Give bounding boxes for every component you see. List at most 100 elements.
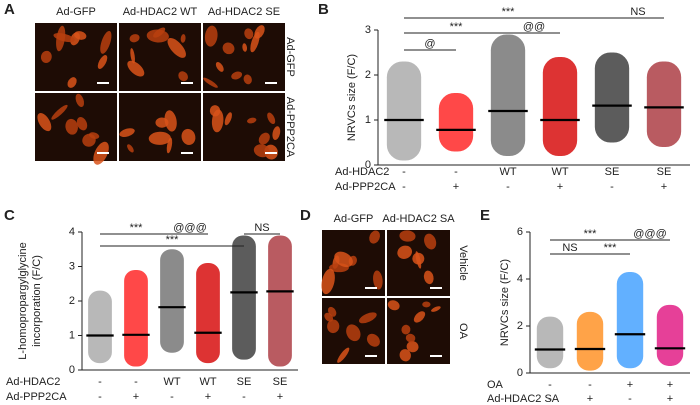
cell: [37, 113, 52, 132]
comparison-label: @@: [523, 21, 545, 33]
row-label: OA: [457, 323, 469, 340]
data-cloud: [656, 304, 684, 366]
cell: [267, 112, 276, 125]
cell: [413, 311, 426, 323]
cell: [82, 133, 96, 147]
panel-label: A: [4, 1, 15, 18]
group-label: -: [548, 379, 552, 391]
group-label: WT: [499, 166, 516, 178]
cell: [334, 251, 353, 268]
cell: [148, 131, 171, 145]
cell: [401, 324, 411, 335]
group-label: SE: [605, 166, 620, 178]
cell: [424, 233, 437, 250]
comparison-label: ***: [130, 222, 144, 234]
data-cloud: [646, 61, 682, 147]
group-label: -: [454, 166, 458, 178]
y-tick-label: 4: [69, 226, 75, 238]
cell: [130, 48, 135, 64]
data-cloud: [196, 263, 220, 364]
y-tick-label: 2: [517, 320, 523, 332]
cell: [97, 55, 108, 69]
y-tick-label: 3: [365, 24, 371, 36]
panel-label: C: [4, 207, 15, 224]
y-tick-label: 3: [69, 260, 75, 272]
cell: [153, 27, 166, 38]
row-label: Vehicle: [457, 245, 469, 280]
cell: [415, 251, 422, 269]
data-cloud: [542, 57, 578, 156]
comparison-label: ***: [502, 6, 516, 18]
group-label: -: [134, 376, 138, 388]
cell: [346, 324, 361, 342]
group-label: +: [667, 393, 673, 405]
comparison-label: ***: [166, 234, 180, 246]
cell: [272, 126, 281, 141]
comparison-label: ***: [450, 21, 464, 33]
group-label: -: [548, 393, 552, 405]
row-label: OA: [487, 379, 504, 391]
comparison-label: ***: [584, 228, 598, 240]
cell: [244, 28, 254, 40]
cell: [399, 230, 416, 242]
group-label: +: [133, 391, 139, 403]
y-tick-label: 0: [517, 367, 523, 379]
group-label: +: [587, 393, 593, 405]
cell: [127, 144, 134, 153]
comparison-label: ***: [604, 242, 618, 254]
y-axis-label: L-homopropargylglycine: [17, 242, 29, 359]
panel-label: E: [480, 207, 490, 224]
cell: [321, 268, 335, 295]
y-tick-label: 1: [365, 114, 371, 126]
data-cloud: [438, 93, 474, 152]
cell: [164, 110, 177, 132]
group-label: +: [277, 391, 283, 403]
y-tick-label: 2: [365, 69, 371, 81]
cell: [100, 30, 112, 54]
cell: [178, 71, 188, 82]
data-cloud: [160, 249, 184, 353]
cell: [166, 137, 173, 154]
data-cloud: [386, 61, 422, 161]
cell: [366, 333, 380, 347]
cell: [40, 50, 52, 64]
y-tick-label: 4: [517, 273, 523, 285]
data-cloud: [536, 316, 564, 369]
group-label: -: [170, 391, 174, 403]
cell: [224, 112, 232, 126]
group-label: +: [661, 181, 667, 193]
group-label: -: [98, 391, 102, 403]
y-axis-label: incorporation (F/C): [31, 255, 43, 347]
comparison-label: @: [424, 38, 435, 50]
cell: [369, 230, 380, 244]
group-label: WT: [551, 166, 568, 178]
y-tick-label: 1: [69, 329, 75, 341]
cell: [358, 312, 377, 324]
data-cloud: [88, 290, 112, 364]
cell: [127, 60, 145, 77]
cell: [119, 128, 135, 138]
cell: [70, 32, 80, 46]
y-axis-label: NRVCs size (F/C): [499, 259, 511, 346]
cell: [337, 347, 350, 363]
cell: [406, 341, 419, 353]
group-label: +: [557, 181, 563, 193]
cell: [405, 333, 416, 343]
comparison-label: NS: [254, 222, 269, 234]
cell: [242, 43, 248, 52]
column-label: Ad-GFP: [56, 6, 96, 18]
column-label: Ad-HDAC2 SE: [208, 6, 280, 18]
cell: [75, 93, 85, 107]
cell: [327, 319, 340, 334]
cell: [247, 117, 257, 124]
cell: [243, 74, 252, 85]
cell: [222, 42, 235, 55]
cell: [250, 31, 260, 53]
cell: [422, 301, 431, 308]
y-tick-label: 0: [365, 159, 371, 171]
cell: [53, 33, 75, 43]
row-label: Ad-GFP: [284, 37, 296, 77]
row-label: Ad-PPP2CA: [335, 181, 396, 193]
comparison-label: @@@: [633, 228, 667, 240]
